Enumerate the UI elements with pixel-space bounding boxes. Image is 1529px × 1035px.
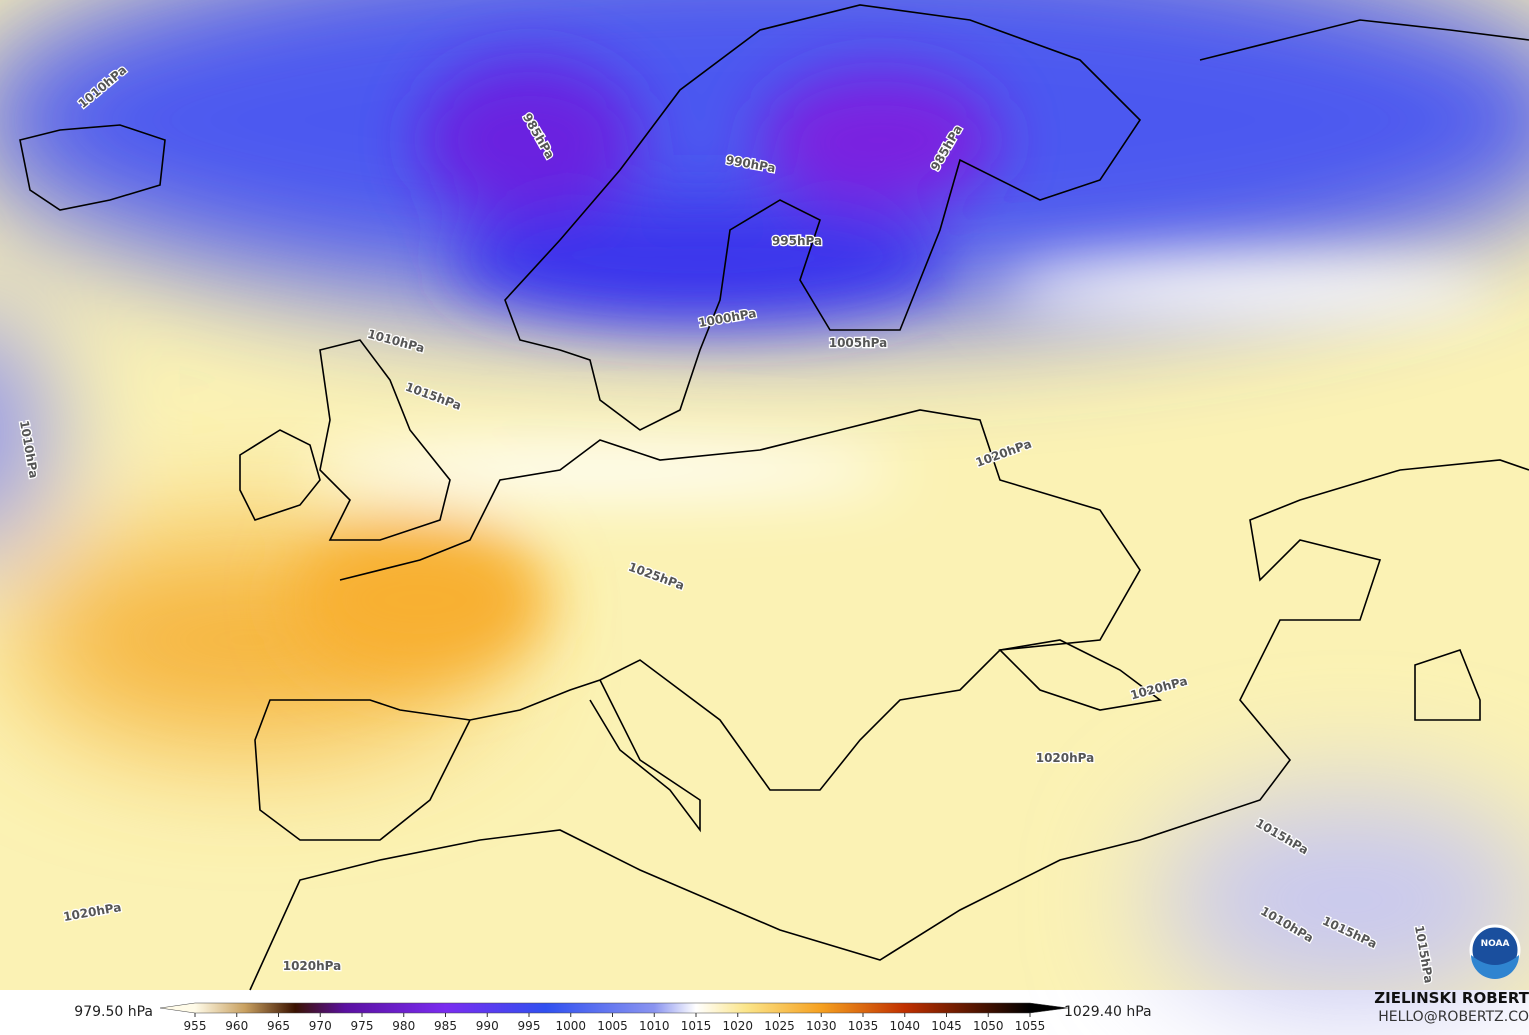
colorbar-tick-label: 1050 bbox=[973, 1019, 1004, 1033]
credit-email: HELLO@ROBERTZ.CO bbox=[1378, 1009, 1529, 1025]
colorbar-tick-label: 1055 bbox=[1015, 1019, 1046, 1033]
colorbar-tick-label: 990 bbox=[476, 1019, 499, 1033]
colorbar-tick-label: 965 bbox=[267, 1019, 290, 1033]
colorbar: 955 960 965 970 975 980 985 990 995 1000 1005 1010 1… bbox=[159, 1002, 1069, 1033]
colorbar-tick-label: 1030 bbox=[806, 1019, 837, 1033]
colorbar-tick-label: 960 bbox=[225, 1019, 248, 1033]
colorbar-tick-label: 1010 bbox=[639, 1019, 670, 1033]
contour-label: 1020hPa bbox=[283, 959, 342, 973]
contour-label: 1020hPa bbox=[1036, 751, 1095, 765]
colorbar-gradient bbox=[159, 1002, 1069, 1014]
colorbar-tick-label: 1020 bbox=[722, 1019, 753, 1033]
contour-label: 995hPa bbox=[772, 234, 822, 248]
colorbar-tick-label: 1035 bbox=[848, 1019, 879, 1033]
colorbar-tick-label: 970 bbox=[309, 1019, 332, 1033]
contour-label: 1005hPa bbox=[829, 336, 888, 350]
colorbar-tick-label: 995 bbox=[518, 1019, 541, 1033]
noaa-logo: NOAA bbox=[1469, 924, 1521, 979]
colorbar-tick-label: 1045 bbox=[931, 1019, 962, 1033]
colorbar-tick-label: 1025 bbox=[764, 1019, 795, 1033]
coastlines bbox=[19, 4, 1529, 991]
colorbar-tick-label: 975 bbox=[351, 1019, 374, 1033]
colorbar-tick-label: 1015 bbox=[681, 1019, 712, 1033]
credit-name: ZIELINSKI ROBERT bbox=[1374, 989, 1529, 1007]
colorbar-tick-label: 955 bbox=[184, 1019, 207, 1033]
colorbar-tick-label: 985 bbox=[434, 1019, 457, 1033]
min-label: 979.50 hPa bbox=[74, 1004, 153, 1020]
colorbar-tick-label: 1040 bbox=[889, 1019, 920, 1033]
colorbar-tick-label: 980 bbox=[392, 1019, 415, 1033]
colorbar-tick-label: 1005 bbox=[597, 1019, 628, 1033]
logo-text: NOAA bbox=[1481, 939, 1510, 949]
map-field bbox=[0, 0, 1529, 1010]
colorbar-tick-label: 1000 bbox=[555, 1019, 586, 1033]
max-label: 1029.40 hPa bbox=[1064, 1004, 1152, 1020]
